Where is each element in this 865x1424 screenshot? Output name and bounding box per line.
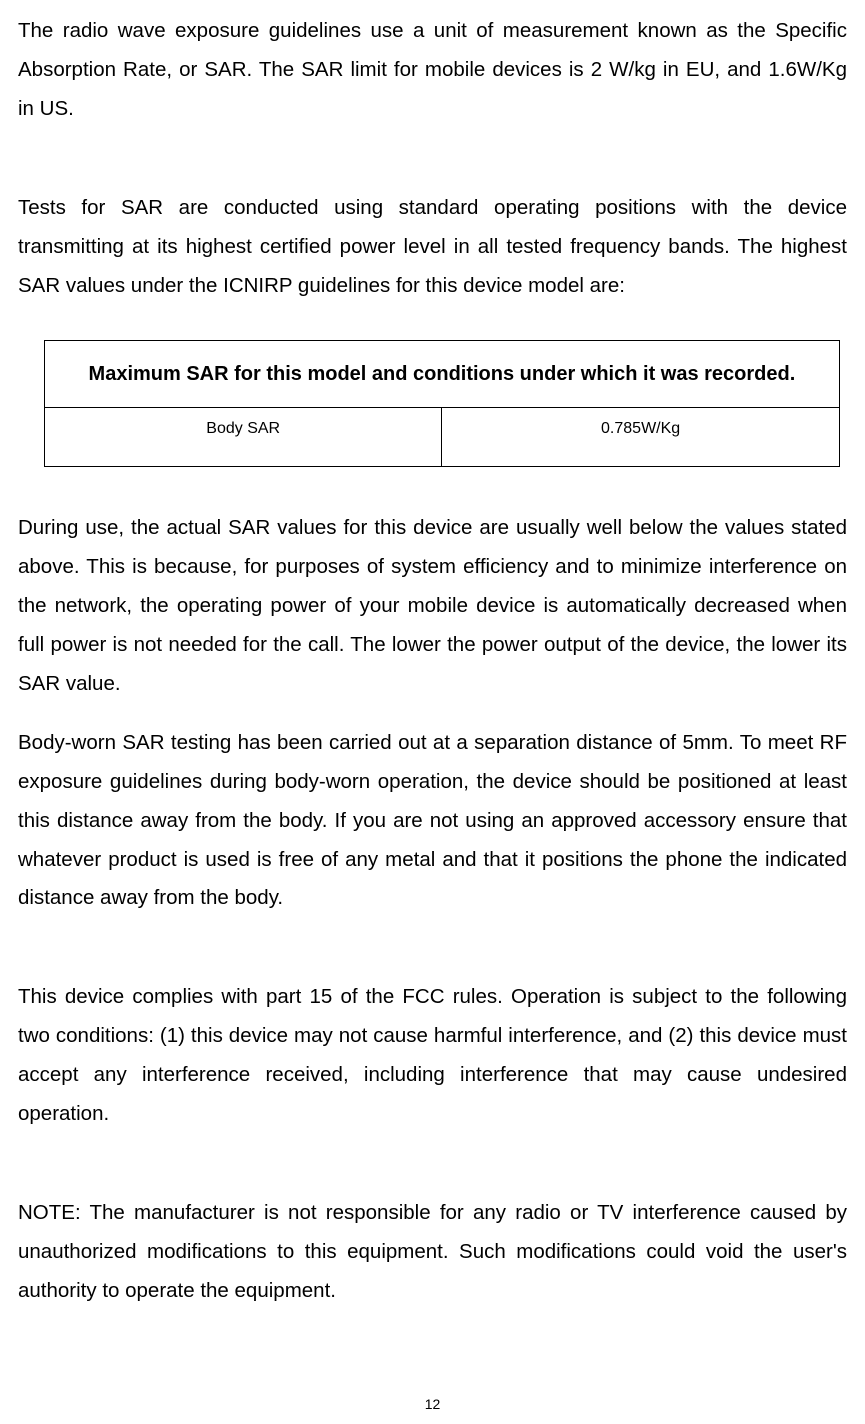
paragraph-actual-sar: During use, the actual SAR values for th… — [18, 509, 847, 704]
paragraph-fcc: This device complies with part 15 of the… — [18, 978, 847, 1134]
sar-table-value-cell: 0.785W/Kg — [442, 407, 839, 466]
paragraph-body-worn: Body-worn SAR testing has been carried o… — [18, 724, 847, 919]
page-number: 12 — [0, 1391, 865, 1418]
sar-table: Maximum SAR for this model and condition… — [44, 340, 840, 467]
paragraph-sar-tests: Tests for SAR are conducted using standa… — [18, 189, 847, 306]
sar-table-header: Maximum SAR for this model and condition… — [45, 340, 840, 407]
sar-table-label-cell: Body SAR — [45, 407, 442, 466]
paragraph-sar-intro: The radio wave exposure guidelines use a… — [18, 12, 847, 129]
paragraph-note: NOTE: The manufacturer is not responsibl… — [18, 1194, 847, 1311]
